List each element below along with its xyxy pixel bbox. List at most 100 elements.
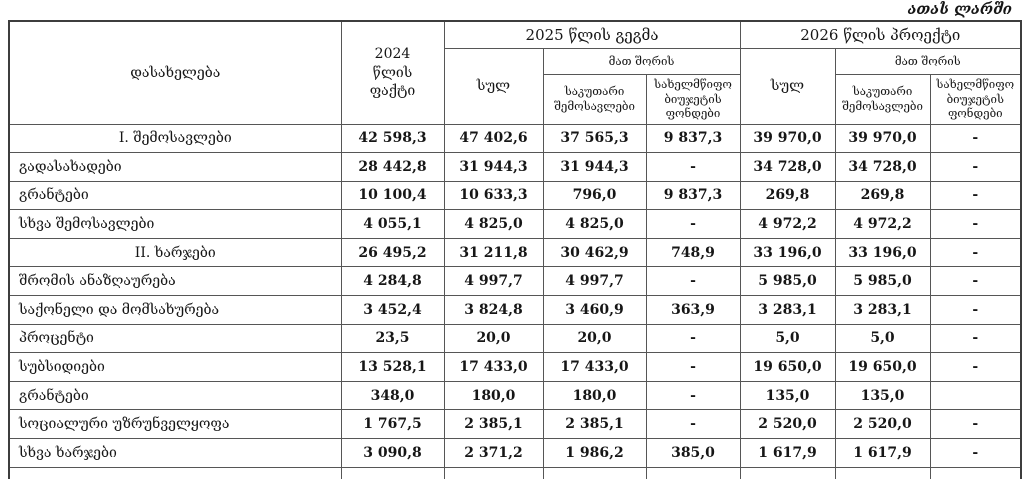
value-cell: 34 728,0 [834,152,931,182]
value-cell: 31 944,3 [443,152,544,182]
value-cell: 26 495,2 [340,237,445,268]
value-cell: 3 460,9 [542,295,647,325]
value-cell: 5,0 [834,323,931,354]
value-cell: - [929,323,1022,354]
table-row: სუბსიდიები 13 528,1 17 433,0 17 433,0-19 65… [8,352,1022,382]
table-footer-cutoff [8,466,1022,479]
table-row: სხვა შემოსავლები 4 055,1 4 825,0 4 825,0-4 … [8,209,1022,239]
value-cell: - [929,237,1022,268]
value-cell: 180,0 [443,380,544,411]
row-label: საქონელი და მომსახურება [8,295,342,325]
table-row: II. ხარჯები 26 495,2 31 211,8 30 462,9 748,9… [8,237,1022,268]
value-cell: 5 985,0 [834,266,931,297]
empty-cell [443,466,544,479]
table-row: პროცენტი 23,5 20,0 20,0-5,0 5,0- [8,323,1022,354]
value-cell: - [929,123,1022,154]
header-2025-among-them: მათ შორის [542,47,741,75]
value-cell: 5,0 [739,323,836,354]
value-cell: - [645,352,741,382]
value-cell: - [929,438,1022,468]
row-label: პროცენტი [8,323,342,354]
header-2026-state-budget-funds: სახელმწიფო ბიუჯეტის ფონდები [929,73,1022,125]
value-cell: - [929,295,1022,325]
value-cell: 4 997,7 [542,266,647,297]
value-cell: - [645,152,741,182]
header-2026-own-revenues: საკუთარი შემოსავლები [834,73,931,125]
empty-cell [8,466,342,479]
value-cell: 1 986,2 [542,438,647,468]
value-cell: 3 283,1 [739,295,836,325]
value-cell: 20,0 [542,323,647,354]
header-2026-total: სულ [739,47,836,125]
empty-cell [340,466,445,479]
empty-cell [542,466,647,479]
value-cell: 31 944,3 [542,152,647,182]
value-cell: 1 617,9 [739,438,836,468]
empty-cell [739,466,836,479]
row-label: სხვა ხარჯები [8,438,342,468]
value-cell: - [929,152,1022,182]
empty-cell [834,466,931,479]
value-cell: 2 371,2 [443,438,544,468]
table-row: სოციალური უზრუნველყოფა 1 767,5 2 385,1 2 38… [8,409,1022,440]
table-row: გრანტები 348,0 180,0 180,0-135,0 135,0 [8,380,1022,411]
header-2026-among-them: მათ შორის [834,47,1022,75]
value-cell: 269,8 [739,180,836,211]
header-2025-plan: 2025 წლის გეგმა [443,20,741,49]
value-cell: 10 100,4 [340,180,445,211]
value-cell: 269,8 [834,180,931,211]
value-cell: - [645,380,741,411]
row-label: გადასახადები [8,152,342,182]
table-row: I. შემოსავლები 42 598,3 47 402,6 37 565,3 9 … [8,123,1022,154]
value-cell: - [929,409,1022,440]
table-row: საქონელი და მომსახურება 3 452,4 3 824,8 3 4… [8,295,1022,325]
header-2025-total: სულ [443,47,544,125]
value-cell: 30 462,9 [542,237,647,268]
value-cell: 4 825,0 [443,209,544,239]
value-cell: 363,9 [645,295,741,325]
value-cell: 31 211,8 [443,237,544,268]
value-cell: 10 633,3 [443,180,544,211]
value-cell: - [929,180,1022,211]
value-cell: 1 617,9 [834,438,931,468]
value-cell: - [645,266,741,297]
table-body: I. შემოსავლები 42 598,3 47 402,6 37 565,3 9 … [8,123,1022,468]
value-cell [929,380,1022,411]
header-2025-own-revenues: საკუთარი შემოსავლები [542,73,647,125]
row-label: სხვა შემოსავლები [8,209,342,239]
header-2025-state-budget-funds: სახელმწიფო ბიუჯეტის ფონდები [645,73,741,125]
value-cell: 180,0 [542,380,647,411]
table-row: გრანტები 10 100,4 10 633,3 796,0 9 837,3 269,… [8,180,1022,211]
value-cell: 42 598,3 [340,123,445,154]
value-cell: 2 520,0 [739,409,836,440]
value-cell: 348,0 [340,380,445,411]
value-cell: 2 385,1 [542,409,647,440]
value-cell: 4 055,1 [340,209,445,239]
header-2026-project: 2026 წლის პროექტი [739,20,1022,49]
row-label: გრანტები [8,380,342,411]
row-label: გრანტები [8,180,342,211]
row-label: შრომის ანაზღაურება [8,266,342,297]
thousand-lari-note: ათას ლარში [907,0,1012,18]
value-cell: 19 650,0 [739,352,836,382]
value-cell: 33 196,0 [834,237,931,268]
value-cell: 39 970,0 [739,123,836,154]
value-cell: 37 565,3 [542,123,647,154]
value-cell: 34 728,0 [739,152,836,182]
value-cell: 33 196,0 [739,237,836,268]
row-label: II. ხარჯები [8,237,342,268]
value-cell: 4 972,2 [834,209,931,239]
empty-cell [645,466,741,479]
value-cell: 2 385,1 [443,409,544,440]
budget-table: დასახელება 2024 წლის ფაქტი 2025 წლის გეგ… [8,20,1023,479]
row-label: სოციალური უზრუნველყოფა [8,409,342,440]
value-cell: 796,0 [542,180,647,211]
value-cell: - [645,209,741,239]
value-cell: 17 433,0 [542,352,647,382]
table-row: გადასახადები 28 442,8 31 944,3 31 944,3-34 … [8,152,1022,182]
value-cell: 23,5 [340,323,445,354]
value-cell: - [929,266,1022,297]
value-cell: 4 997,7 [443,266,544,297]
value-cell: - [929,352,1022,382]
